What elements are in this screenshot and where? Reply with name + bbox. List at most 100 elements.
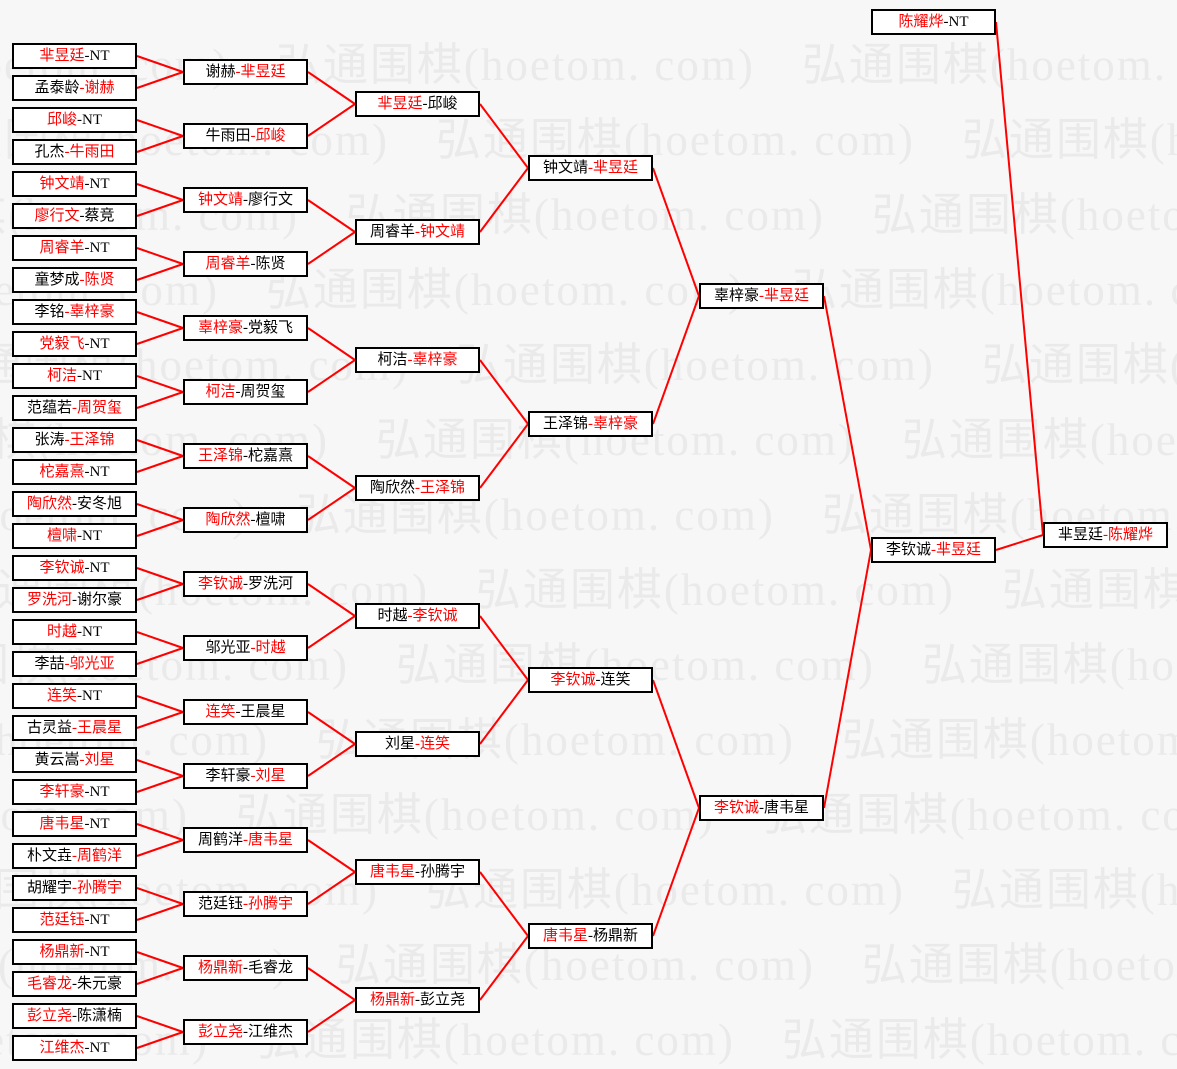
separator: -	[64, 303, 70, 320]
separator: -	[243, 959, 248, 976]
player1-name: 罗洗河	[26, 591, 72, 608]
match-box: 黄云嵩 - 刘星	[12, 747, 137, 773]
match-box: 芈昱廷 - 陈耀烨	[1043, 522, 1168, 548]
player2-name: NT	[82, 527, 102, 544]
match-box: 王泽锦 - 柁嘉熹	[183, 443, 308, 469]
bracket-connector	[479, 423, 529, 489]
player1-name: 辜梓豪	[713, 287, 759, 304]
player2-name: 唐韦星	[248, 831, 294, 848]
player1-name: 唐韦星	[39, 815, 85, 832]
match-box: 芈昱廷 - 邱峻	[355, 91, 480, 117]
match-box: 江维杰 - NT	[12, 1035, 137, 1061]
player1-name: 陶欣然	[369, 479, 415, 496]
match-box: 罗洗河 - 谢尔豪	[12, 587, 137, 613]
bracket-connector	[823, 549, 872, 809]
player1-name: 杨鼎新	[369, 991, 415, 1008]
player2-name: 谢赫	[84, 79, 115, 96]
player2-name: 柁嘉熹	[248, 447, 294, 464]
bracket-connector	[995, 21, 1044, 536]
separator: -	[235, 63, 241, 80]
match-box: 牛雨田 - 邱峻	[183, 123, 308, 149]
separator: -	[759, 287, 764, 304]
separator: -	[250, 767, 256, 784]
separator: -	[250, 511, 256, 528]
player1-name: 柯洁	[205, 383, 236, 400]
player2-name: 王晨星	[77, 719, 123, 736]
separator: -	[243, 319, 248, 336]
separator: -	[77, 527, 82, 544]
player2-name: NT	[89, 47, 110, 64]
match-box: 唐韦星 - 杨鼎新	[528, 923, 653, 949]
player1-name: 芈昱廷	[1057, 526, 1103, 543]
bracket-connector	[652, 167, 700, 297]
separator: -	[64, 655, 70, 672]
bracket-connector	[307, 359, 356, 393]
player1-name: 童梦成	[34, 271, 80, 288]
bracket-connector	[479, 615, 529, 681]
player2-name: 江维杰	[248, 1023, 294, 1040]
separator: -	[931, 541, 936, 558]
bracket-connector	[136, 503, 184, 521]
player1-name: 江维杰	[39, 1039, 85, 1056]
player2-name: 朱元豪	[77, 975, 123, 992]
bracket-connector	[652, 807, 700, 937]
separator: -	[595, 671, 601, 688]
player1-name: 连笑	[46, 687, 77, 704]
bracket-connector	[136, 263, 184, 281]
player1-name: 陈耀烨	[898, 13, 944, 30]
match-box: 胡耀宇 - 孙腾宇	[12, 875, 137, 901]
player2-name: 陈贤	[84, 271, 115, 288]
player2-name: 刘星	[84, 751, 115, 768]
player2-name: 彭立尧	[420, 991, 466, 1008]
bracket-connector	[136, 967, 184, 985]
player1-name: 柁嘉熹	[39, 463, 85, 480]
separator: -	[415, 223, 420, 240]
bracket-connector	[136, 887, 184, 905]
match-box: 彭立尧 - 江维杰	[183, 1019, 308, 1045]
match-box: 李喆 - 邬光亚	[12, 651, 137, 677]
bracket-connector	[652, 679, 700, 809]
player1-name: 周睿羊	[39, 239, 85, 256]
player1-name: 古灵益	[26, 719, 72, 736]
separator: -	[407, 351, 413, 368]
player1-name: 檀啸	[46, 527, 77, 544]
player2-name: 芈昱廷	[593, 159, 639, 176]
bracket-connector	[136, 375, 184, 393]
bracket-connector	[307, 231, 356, 265]
player2-name: 孙腾宇	[420, 863, 466, 880]
match-box: 周睿羊 - 陈贤	[183, 251, 308, 277]
match-box: 李钦诚 - 罗洗河	[183, 571, 308, 597]
player2-name: 时越	[255, 639, 286, 656]
separator: -	[64, 143, 70, 160]
player2-name: NT	[89, 783, 110, 800]
player1-name: 李轩豪	[39, 783, 85, 800]
separator: -	[77, 111, 82, 128]
player1-name: 连笑	[205, 703, 236, 720]
player2-name: 李钦诚	[412, 607, 458, 624]
player2-name: NT	[948, 13, 969, 30]
bracket-connector	[307, 199, 356, 233]
match-box: 时越 - NT	[12, 619, 137, 645]
separator: -	[243, 1023, 248, 1040]
player1-name: 廖行文	[34, 207, 80, 224]
bracket-connector	[136, 583, 184, 601]
separator: -	[84, 463, 90, 480]
player1-name: 钟文靖	[542, 159, 588, 176]
player2-name: 辜梓豪	[412, 351, 458, 368]
match-box: 钟文靖 - NT	[12, 171, 137, 197]
separator: -	[1103, 526, 1108, 543]
player2-name: NT	[82, 111, 102, 128]
match-box: 柁嘉熹 - NT	[12, 459, 137, 485]
bracket-connector	[307, 103, 356, 137]
player1-name: 钟文靖	[39, 175, 85, 192]
match-box: 连笑 - 王晨星	[183, 699, 308, 725]
match-box: 钟文靖 - 芈昱廷	[528, 155, 653, 181]
match-box: 李铭 - 辜梓豪	[12, 299, 137, 325]
match-box: 陈耀烨 - NT	[871, 9, 996, 35]
player2-name: 唐韦星	[764, 799, 810, 816]
player1-name: 党毅飞	[39, 335, 85, 352]
separator: -	[243, 447, 248, 464]
player1-name: 周睿羊	[205, 255, 251, 272]
separator: -	[235, 703, 241, 720]
player2-name: 杨鼎新	[593, 927, 639, 944]
